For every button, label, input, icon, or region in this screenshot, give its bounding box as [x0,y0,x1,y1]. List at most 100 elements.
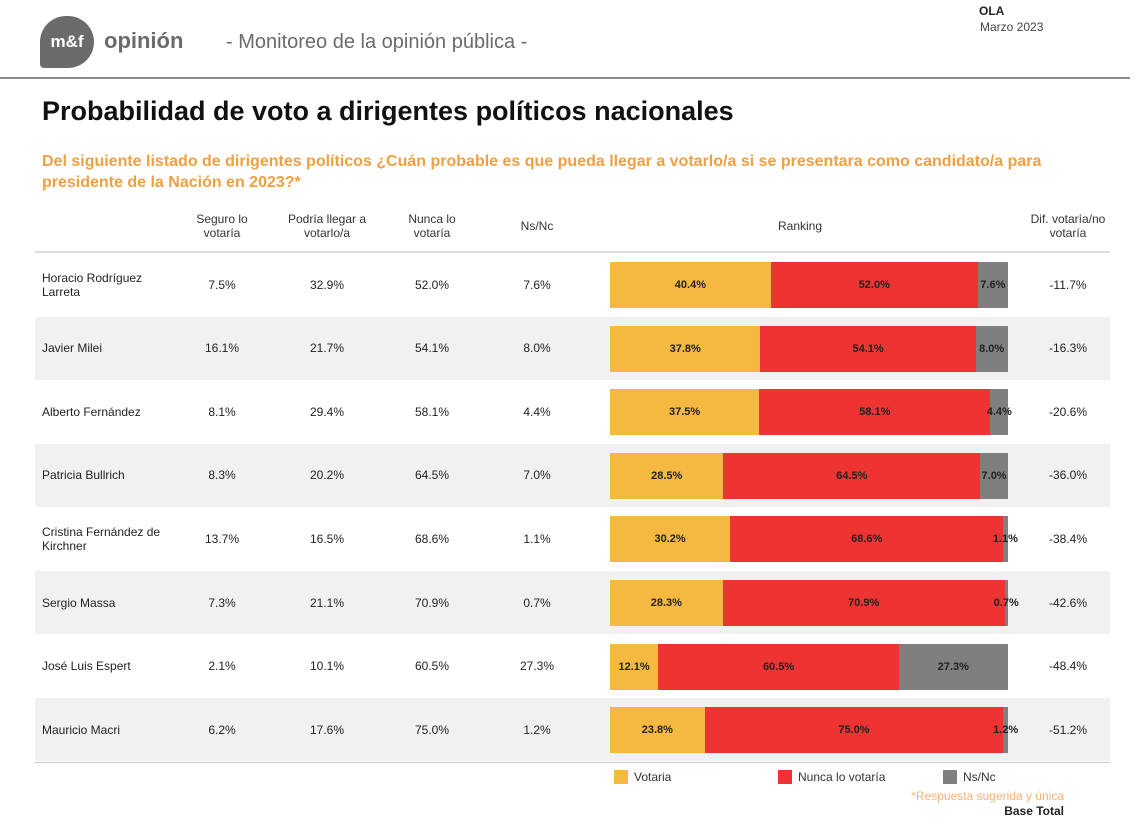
col-header-seguro: Seguro lo votaría [196,212,248,240]
politician-name: Mauricio Macri [42,722,121,737]
cell-nsnc: 4.4% [523,404,551,419]
bar-segment-votaria: 28.5% [610,452,724,499]
ranking-bar: 30.2% 68.6% 1.1% [610,516,1018,563]
politician-name: Javier Milei [42,341,103,356]
legend-label: Votaria [634,770,672,784]
cell-nunca: 54.1% [414,341,450,356]
cell-dif: -42.6% [1048,595,1088,610]
base-label: Base Total [1004,804,1064,818]
cell-seguro: 7.5% [208,277,236,292]
question-text: Del siguiente listado de dirigentes polí… [42,153,1042,191]
politician-name: Horacio Rodríguez Larreta [42,270,143,299]
col-header-podria: Podría llegar a votarlo/a [287,212,367,240]
logo: m&f [40,16,94,68]
footnote: *Respuesta sugerida y única [911,789,1064,803]
cell-podria: 21.7% [309,341,345,356]
header-divider [35,251,1110,253]
col-header-ranking: Ranking [777,219,823,233]
bar-segment-votaria: 12.1% [610,643,659,690]
ranking-bar: 37.8% 54.1% 8.0% [610,325,1008,372]
cell-nunca: 70.9% [414,595,450,610]
cell-nsnc: 0.7% [523,595,551,610]
cell-podria: 10.1% [309,659,345,674]
cell-nunca: 58.1% [414,404,450,419]
col-header-nsnc: Ns/Nc [520,219,554,233]
bar-segment-nunca: 64.5% [723,452,981,499]
cell-seguro: 2.1% [208,659,236,674]
cell-nsnc: 7.0% [523,468,551,483]
ranking-bar: 23.8% 75.0% 1.2% [610,707,1018,754]
bar-segment-votaria: 28.3% [610,580,723,626]
politician-name: Cristina Fernández de Kirchner [42,524,161,553]
bar-segment-nsnc: 8.0% [975,325,1008,372]
cell-seguro: 16.1% [204,341,240,356]
legend-nunca: Nunca lo votaría [778,770,885,784]
bar-segment-votaria: 23.8% [610,707,705,754]
col-header-dif: Dif. votaría/no votaría [1030,212,1106,240]
politician-name: José Luis Espert [42,659,131,674]
legend-label: Nunca lo votaría [798,770,886,784]
ranking-bar: 28.3% 70.9% 0.7% [610,580,1019,626]
bar-segment-nsnc: 7.6% [977,262,1008,308]
cell-nunca: 68.6% [414,531,450,546]
cell-seguro: 8.1% [208,404,236,419]
bar-segment-nunca: 70.9% [722,580,1005,626]
table-row: José Luis Espert 2.1% 10.1% 60.5% 27.3% -48.4… [35,635,1110,698]
cell-podria: 16.5% [309,531,345,546]
cell-nsnc: 8.0% [523,341,551,356]
cell-nunca: 52.0% [414,277,450,292]
ranking-bar: 12.1% 60.5% 27.3% [610,643,1008,690]
table-row: Mauricio Macri 6.2% 17.6% 75.0% 1.2% -51.2% 23… [35,698,1110,762]
legend-nsnc: Ns/Nc [943,770,996,784]
cell-nsnc: 1.2% [523,722,551,737]
legend-swatch-nsnc [943,770,957,784]
bar-segment-nsnc: 7.0% [980,452,1008,499]
cell-dif: -36.0% [1048,468,1088,483]
cell-podria: 32.9% [309,277,345,292]
table-row: Patricia Bullrich 8.3% 20.2% 64.5% 7.0% -36.0… [35,443,1110,507]
cell-dif: -16.3% [1048,341,1088,356]
cell-dif: -51.2% [1048,722,1088,737]
cell-nunca: 64.5% [414,468,450,483]
header-subtitle: - Monitoreo de la opinión pública - [226,31,528,53]
table-row: Horacio Rodríguez Larreta 7.5% 32.9% 52.0% 7… [35,253,1110,316]
bar-segment-votaria: 37.5% [610,389,760,436]
table-row: Sergio Massa 7.3% 21.1% 70.9% 0.7% -42.6% 28.3… [35,571,1110,634]
table-row: Cristina Fernández de Kirchner 13.7% 16.5%… [35,507,1110,570]
bar-segment-nunca: 60.5% [658,643,899,690]
politician-name: Alberto Fernández [42,404,141,419]
cell-dif: -38.4% [1048,531,1088,546]
ranking-bar: 40.4% 52.0% 7.6% [610,262,1008,308]
cell-podria: 17.6% [309,722,345,737]
table-bottom-line [35,762,1110,763]
date-label: Marzo 2023 [980,20,1044,34]
legend-label: Ns/Nc [963,770,996,784]
bar-segment-nunca: 54.1% [760,325,976,372]
ola-label: OLA [979,4,1005,18]
cell-nsnc: 7.6% [523,277,551,292]
politician-name: Patricia Bullrich [42,468,125,483]
page-title: Probabilidad de voto a dirigentes políti… [42,96,734,126]
cell-nunca: 75.0% [414,722,450,737]
bar-segment-nunca: 58.1% [759,389,991,436]
cell-podria: 29.4% [309,404,345,419]
cell-dif: -20.6% [1048,404,1088,419]
legend-swatch-votaria [614,770,628,784]
cell-seguro: 7.3% [208,595,236,610]
table-row: Javier Milei 16.1% 21.7% 54.1% 8.0% -16.3% 37.… [35,316,1110,380]
ranking-bar: 37.5% 58.1% 4.4% [610,389,1012,436]
ranking-bar: 28.5% 64.5% 7.0% [610,452,1008,499]
cell-nunca: 60.5% [414,659,450,674]
table-row: Alberto Fernández 8.1% 29.4% 58.1% 4.4% -20.6… [35,380,1110,443]
bar-segment-nunca: 68.6% [730,516,1004,563]
bar-segment-votaria: 30.2% [610,516,731,563]
cell-podria: 20.2% [309,468,345,483]
bar-segment-nsnc: 1.2% [993,707,1018,754]
cell-nsnc: 1.1% [523,531,551,546]
cell-seguro: 8.3% [208,468,236,483]
bar-segment-nsnc: 0.7% [994,580,1019,626]
politician-name: Sergio Massa [42,595,116,610]
cell-podria: 21.1% [309,595,345,610]
cell-dif: -11.7% [1049,277,1087,292]
bar-segment-nsnc: 1.1% [993,516,1018,563]
